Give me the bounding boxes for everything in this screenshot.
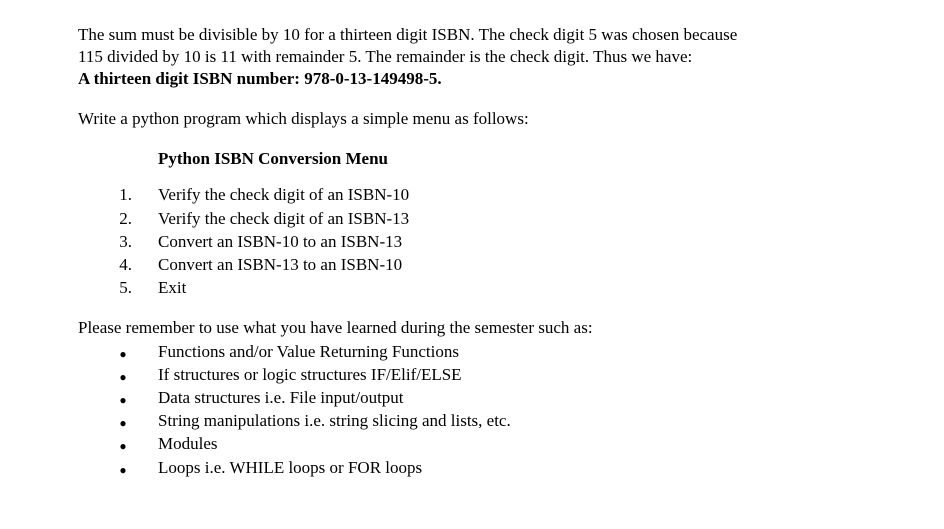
menu-item-number: 5. — [102, 277, 132, 299]
menu-item: 1. Verify the check digit of an ISBN-10 — [78, 184, 874, 206]
topic-text: If structures or logic structures IF/Eli… — [158, 364, 462, 386]
intro-line-1: The sum must be divisible by 10 for a th… — [78, 25, 737, 44]
topic-text: String manipulations i.e. string slicing… — [158, 410, 511, 432]
topic-item: ● Functions and/or Value Returning Funct… — [78, 341, 874, 363]
menu-item-number: 1. — [102, 184, 132, 206]
topic-item: ● Modules — [78, 433, 874, 455]
intro-paragraph: The sum must be divisible by 10 for a th… — [78, 24, 874, 90]
menu-item: 3. Convert an ISBN-10 to an ISBN-13 — [78, 231, 874, 253]
topic-item: ● Data structures i.e. File input/output — [78, 387, 874, 409]
topic-item: ● If structures or logic structures IF/E… — [78, 364, 874, 386]
bullet-icon: ● — [118, 439, 128, 455]
topic-text: Functions and/or Value Returning Functio… — [158, 341, 459, 363]
bullet-icon: ● — [118, 463, 128, 479]
program-prompt: Write a python program which displays a … — [78, 108, 874, 130]
intro-bold-line: A thirteen digit ISBN number: 978-0-13-1… — [78, 69, 442, 88]
menu-item-number: 3. — [102, 231, 132, 253]
bullet-icon: ● — [118, 347, 128, 363]
bullet-icon: ● — [118, 393, 128, 409]
menu-item-number: 4. — [102, 254, 132, 276]
topic-item: ● Loops i.e. WHILE loops or FOR loops — [78, 457, 874, 479]
reminder-paragraph: Please remember to use what you have lea… — [78, 317, 874, 339]
topic-text: Modules — [158, 433, 218, 455]
topics-list: ● Functions and/or Value Returning Funct… — [78, 341, 874, 479]
menu-item: 4. Convert an ISBN-13 to an ISBN-10 — [78, 254, 874, 276]
topic-item: ● String manipulations i.e. string slici… — [78, 410, 874, 432]
menu-item-number: 2. — [102, 208, 132, 230]
menu-item-text: Verify the check digit of an ISBN-10 — [158, 184, 409, 206]
menu-heading: Python ISBN Conversion Menu — [158, 148, 874, 170]
topic-text: Loops i.e. WHILE loops or FOR loops — [158, 457, 422, 479]
intro-line-2: 115 divided by 10 is 11 with remainder 5… — [78, 47, 692, 66]
menu-item: 5. Exit — [78, 277, 874, 299]
menu-list: 1. Verify the check digit of an ISBN-10 … — [78, 184, 874, 298]
topic-text: Data structures i.e. File input/output — [158, 387, 404, 409]
menu-block: Python ISBN Conversion Menu 1. Verify th… — [78, 148, 874, 299]
menu-item-text: Convert an ISBN-10 to an ISBN-13 — [158, 231, 402, 253]
menu-item-text: Verify the check digit of an ISBN-13 — [158, 208, 409, 230]
bullet-icon: ● — [118, 416, 128, 432]
bullet-icon: ● — [118, 370, 128, 386]
menu-item: 2. Verify the check digit of an ISBN-13 — [78, 208, 874, 230]
menu-item-text: Exit — [158, 277, 186, 299]
menu-item-text: Convert an ISBN-13 to an ISBN-10 — [158, 254, 402, 276]
